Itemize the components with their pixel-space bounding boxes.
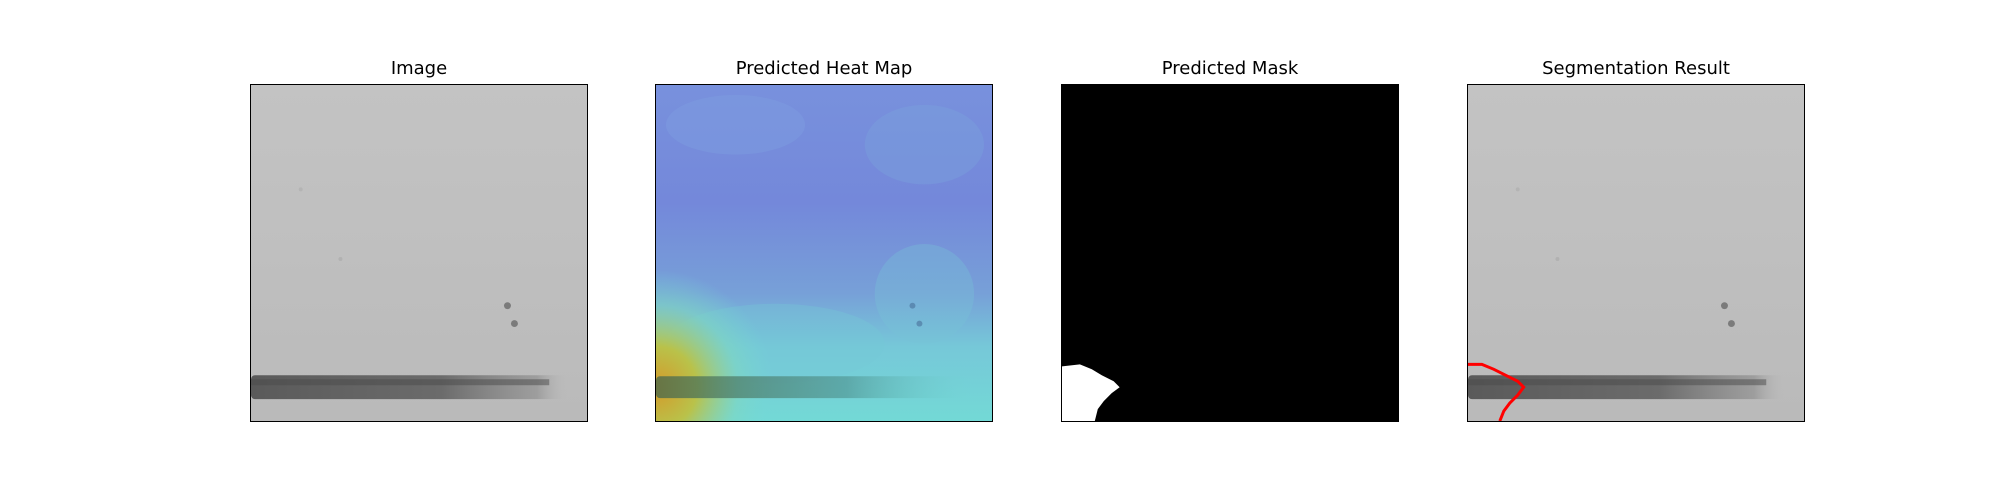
panel-title: Predicted Heat Map <box>735 58 913 79</box>
heat-map <box>656 85 992 421</box>
segmentation-frame <box>1467 84 1805 422</box>
panel-image: Image <box>250 0 588 500</box>
grayscale-image <box>251 85 587 421</box>
panel-title: Segmentation Result <box>1542 58 1730 79</box>
heat-map-frame <box>655 84 993 422</box>
panel-title: Image <box>390 58 448 79</box>
image-frame <box>250 84 588 422</box>
binary-mask <box>1062 85 1398 421</box>
panel-segmentation: Segmentation Result <box>1467 0 1805 500</box>
panel-mask: Predicted Mask <box>1061 0 1399 500</box>
segmentation-overlay <box>1468 85 1804 421</box>
panel-title: Predicted Mask <box>1161 58 1299 79</box>
contour-line <box>1468 362 1526 421</box>
mask-frame <box>1061 84 1399 422</box>
panel-heat-map: Predicted Heat Map <box>655 0 993 500</box>
